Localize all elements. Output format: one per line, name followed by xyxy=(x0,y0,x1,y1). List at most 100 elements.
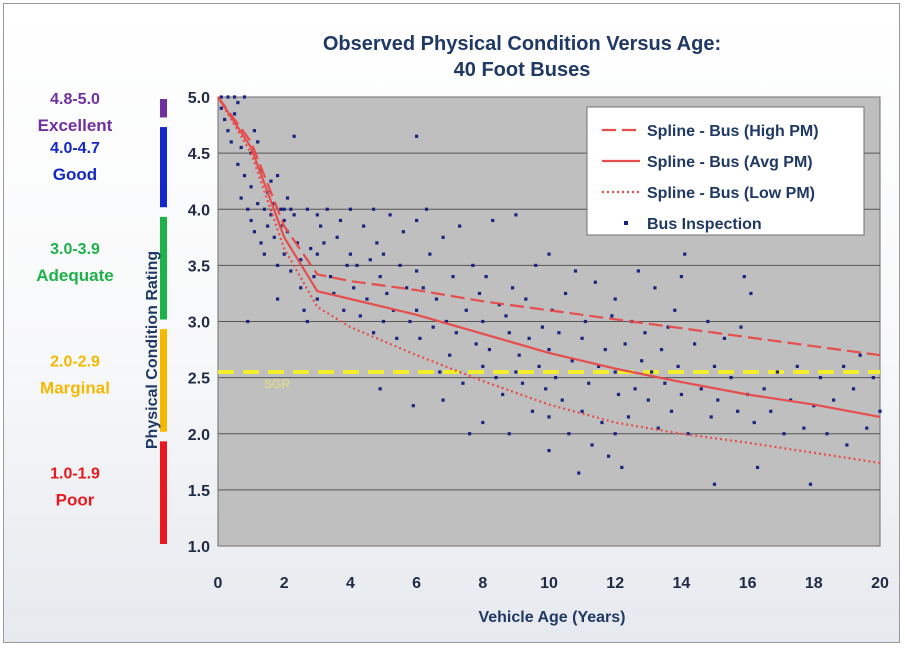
bus-inspection-point xyxy=(415,269,419,273)
bus-inspection-point xyxy=(570,359,574,363)
spline-line-solid xyxy=(217,96,881,418)
bus-inspection-point xyxy=(269,179,273,183)
bus-inspection-point xyxy=(544,387,548,391)
x-tick-label: 0 xyxy=(214,575,223,592)
bus-inspection-point xyxy=(580,409,584,413)
bus-inspection-point xyxy=(365,297,369,301)
bus-inspection-point xyxy=(305,207,309,211)
bus-inspection-point xyxy=(362,224,366,228)
condition-band-bar xyxy=(160,216,167,320)
bus-inspection-point xyxy=(669,409,674,413)
bus-inspection-point xyxy=(332,291,336,296)
bus-inspection-point xyxy=(603,347,607,352)
bus-inspection-point xyxy=(597,364,601,368)
bus-inspection-point xyxy=(851,387,856,391)
bus-inspection-point xyxy=(825,432,829,436)
bus-inspection-point xyxy=(378,387,382,391)
bus-inspection-point xyxy=(481,319,485,324)
bus-inspection-point xyxy=(441,235,445,239)
legend-entry-label: Spline - Bus (High PM) xyxy=(647,123,819,140)
bus-inspection-point xyxy=(411,404,415,408)
bus-inspection-point xyxy=(610,314,614,318)
bus-inspection-point xyxy=(256,140,260,144)
bus-inspection-point xyxy=(431,325,435,329)
condition-bands xyxy=(160,99,167,544)
bus-inspection-point xyxy=(338,218,343,223)
bus-inspection-point xyxy=(226,129,230,133)
bus-inspection-point xyxy=(424,207,429,211)
legend-box xyxy=(586,106,865,236)
bus-inspection-point xyxy=(481,420,485,425)
bus-inspection-point xyxy=(832,398,836,402)
bus-inspection-point xyxy=(501,392,505,397)
bus-inspection-point xyxy=(242,173,247,178)
bus-inspection-point xyxy=(415,218,419,223)
bus-inspection-point xyxy=(378,275,382,279)
bus-inspection-point xyxy=(547,415,551,419)
condition-band-bar xyxy=(160,99,167,118)
bus-inspection-point xyxy=(560,398,564,402)
bus-inspection-point xyxy=(871,376,875,380)
y-tick-labels: 1.0 1.5 2.0 2.5 3.0 3.5 4.0 4.5 5.0 xyxy=(188,90,210,556)
bus-inspection-point xyxy=(739,325,743,329)
bus-inspection-point xyxy=(749,291,753,296)
bus-inspection-point xyxy=(656,426,660,430)
bus-inspection-point xyxy=(534,263,538,267)
bus-inspection-point xyxy=(242,95,247,99)
condition-band-labels: 4.8-5.0 Excellent 4.0-4.7 Good 3.0-3.9 Adequa… xyxy=(36,91,113,509)
bus-inspection-point xyxy=(878,409,882,413)
spline-line-dotted xyxy=(217,96,881,464)
bus-inspection-point xyxy=(302,308,306,312)
bus-inspection-point xyxy=(520,381,525,385)
bus-inspection-point xyxy=(315,252,319,256)
legend-entry-label: Spline - Bus (Avg PM) xyxy=(647,154,813,171)
bus-inspection-point xyxy=(679,275,683,279)
chart-title-line-1: Observed Physical Condition Versus Age: xyxy=(323,33,721,55)
bus-inspection-point xyxy=(342,308,346,312)
bus-inspection-point xyxy=(507,432,511,436)
legend-entry-label: Bus Inspection xyxy=(647,216,762,233)
bus-inspection-point xyxy=(352,286,356,290)
bus-inspection-point xyxy=(232,112,237,116)
bus-inspection-point xyxy=(547,448,551,453)
bus-inspection-point xyxy=(600,420,604,425)
bus-inspection-point xyxy=(636,269,640,273)
bus-inspection-point xyxy=(405,286,409,290)
bus-inspection-point xyxy=(845,443,849,447)
bus-inspection-point xyxy=(841,364,846,368)
bus-inspection-point xyxy=(259,241,263,245)
bus-inspection-point xyxy=(471,263,475,267)
bus-inspection-point xyxy=(712,482,717,486)
bus-inspection-point xyxy=(712,364,717,368)
bus-inspection-point xyxy=(322,241,326,245)
bus-inspection-point xyxy=(540,325,544,329)
bus-inspection-point xyxy=(795,364,799,368)
bus-inspection-point xyxy=(613,432,617,436)
bus-inspection-point xyxy=(292,134,296,138)
bus-inspection-point xyxy=(312,275,316,279)
bus-inspection-point xyxy=(716,398,720,402)
condition-band-name: Adequate xyxy=(36,266,113,285)
bus-inspection-point xyxy=(663,381,667,385)
bus-inspection-point xyxy=(650,370,654,374)
bus-inspection-point xyxy=(289,207,293,211)
bus-inspection-point xyxy=(722,336,727,340)
bus-inspection-point xyxy=(514,370,518,374)
bus-inspection-point xyxy=(659,347,664,352)
bus-inspection-point xyxy=(752,420,756,425)
x-tick-label: 16 xyxy=(739,575,757,592)
condition-band-bar xyxy=(160,329,167,432)
bus-inspection-point xyxy=(438,370,442,374)
bus-inspection-point xyxy=(507,331,511,335)
bus-inspection-point xyxy=(706,319,710,324)
condition-band-range: 4.0-4.7 xyxy=(50,140,100,157)
condition-band-range: 3.0-3.9 xyxy=(50,241,100,258)
bus-inspection-point xyxy=(537,364,541,368)
bus-inspection-point xyxy=(676,364,680,368)
bus-inspection-point xyxy=(348,252,352,256)
bus-inspection-point xyxy=(219,95,223,99)
bus-inspection-point xyxy=(415,308,419,312)
bus-inspection-point xyxy=(249,218,253,223)
bus-inspection-point xyxy=(583,319,588,324)
bus-inspection-point xyxy=(381,252,386,256)
